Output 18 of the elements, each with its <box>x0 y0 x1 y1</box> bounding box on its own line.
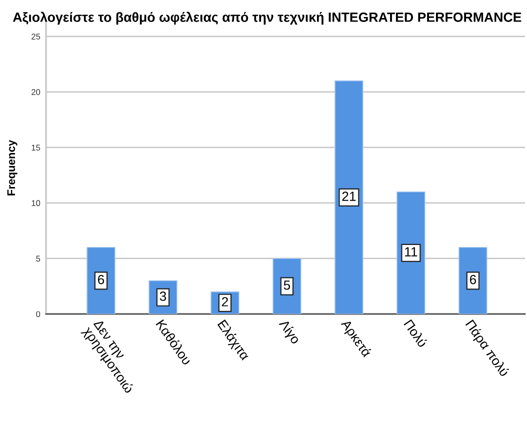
y-tick-label: 15 <box>32 144 40 151</box>
y-tick-label: 10 <box>32 200 40 206</box>
chart-title: Αξιολογείστε το βαθμό ωφέλειας από την τεχνική INTEGRATED PERFORMANCE <box>12 12 522 25</box>
bar <box>334 80 364 314</box>
y-tick-label: 5 <box>36 256 40 262</box>
data-label: 21 <box>342 192 356 201</box>
bar <box>396 191 426 314</box>
data-label: 6 <box>470 274 476 284</box>
y-tick-label: 20 <box>32 89 40 96</box>
data-label: 5 <box>284 280 290 290</box>
y-tick-label: 25 <box>32 34 40 40</box>
y-axis-title: Frequency <box>7 140 18 196</box>
data-label: 2 <box>222 297 228 306</box>
y-tick-label: 0 <box>36 311 40 318</box>
data-label: 11 <box>405 247 418 256</box>
data-label: 3 <box>160 292 166 301</box>
data-label: 6 <box>98 274 104 284</box>
x-tick-label: Λίγο <box>276 318 302 346</box>
